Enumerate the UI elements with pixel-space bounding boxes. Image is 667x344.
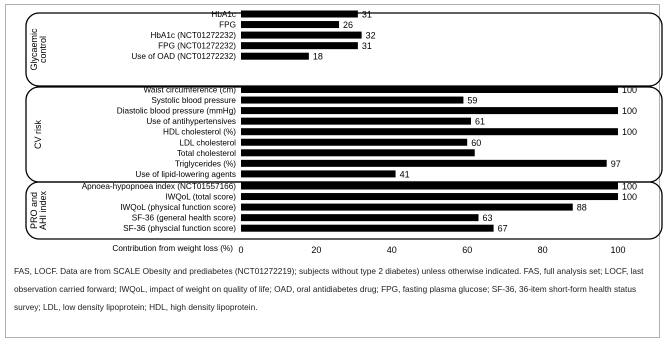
value-label: 26 bbox=[343, 20, 353, 30]
bar bbox=[241, 159, 607, 167]
bar bbox=[241, 107, 618, 115]
value-label: 32 bbox=[366, 31, 376, 41]
x-tick-label: 40 bbox=[387, 245, 397, 255]
category-label: FPG (NCT01272232) bbox=[158, 42, 236, 51]
group-label: AHI index bbox=[38, 190, 48, 230]
category-label: SF-36 (physcial function score) bbox=[123, 224, 236, 233]
figure-footnote: FAS, LOCF. Data are from SCALE Obesity a… bbox=[14, 266, 644, 312]
x-tick-label: 0 bbox=[238, 245, 243, 255]
group-box bbox=[25, 181, 663, 240]
group-label: CV risk bbox=[33, 120, 43, 149]
category-label: HDL cholesterol (%) bbox=[163, 128, 236, 137]
value-label: 100 bbox=[622, 127, 637, 137]
weight-loss-contribution-chart: Glycaemic control HbA1c 31 FPG 26 HbA1c (NCT01… bbox=[25, 10, 663, 255]
bar bbox=[241, 224, 494, 232]
value-label: 60 bbox=[471, 138, 481, 148]
category-label: IWQoL (physical function score) bbox=[120, 203, 236, 212]
value-label: 100 bbox=[622, 192, 637, 202]
bar bbox=[241, 96, 464, 104]
category-label: Systolic blood pressure bbox=[151, 96, 236, 105]
category-label: Apnoea-hypopnoea index (NCT01557166) bbox=[82, 182, 237, 191]
bar bbox=[241, 10, 358, 18]
category-label: Use of OAD (NCT01272232) bbox=[131, 52, 236, 61]
category-label: FPG bbox=[219, 21, 236, 30]
value-label: 31 bbox=[362, 10, 372, 20]
category-label: HbA1c bbox=[211, 10, 236, 19]
category-label: SF-36 (general health score) bbox=[132, 214, 236, 223]
bar bbox=[241, 86, 618, 93]
x-tick-label: 100 bbox=[610, 245, 625, 255]
value-label: 100 bbox=[622, 85, 637, 95]
x-axis-label: Contribution from weight loss (%) bbox=[112, 244, 233, 253]
category-label: HbA1c (NCT01272232) bbox=[150, 31, 236, 40]
value-label: 31 bbox=[362, 41, 372, 51]
group-label: Glycaemic bbox=[29, 28, 39, 71]
value-label: 100 bbox=[622, 182, 637, 192]
value-label: 63 bbox=[483, 213, 493, 223]
category-label: Total cholesterol bbox=[177, 149, 236, 158]
value-label: 100 bbox=[622, 106, 637, 116]
category-label: LDL cholesterol bbox=[179, 138, 236, 147]
category-label: Use of lipid-lowering agents bbox=[135, 170, 236, 179]
x-tick-label: 20 bbox=[311, 245, 321, 255]
category-label: Triglycerides (%) bbox=[175, 159, 236, 168]
value-label: 18 bbox=[313, 52, 323, 62]
category-label: Use of antihypertensives bbox=[146, 117, 236, 126]
bar bbox=[241, 128, 618, 136]
value-label: 67 bbox=[498, 224, 508, 234]
group-label: PRO and bbox=[29, 192, 39, 229]
value-label: 59 bbox=[467, 96, 477, 106]
value-label: 41 bbox=[400, 169, 410, 179]
category-label: IWQoL (total score) bbox=[165, 193, 236, 202]
bar bbox=[241, 182, 618, 190]
group-label: control bbox=[38, 36, 48, 63]
bar bbox=[241, 193, 618, 201]
bar bbox=[241, 149, 475, 157]
category-label: Diastolic blood pressure (mmHg) bbox=[117, 107, 236, 116]
bar bbox=[241, 21, 340, 29]
x-tick-label: 80 bbox=[538, 245, 548, 255]
category-label: Waist circumference (cm) bbox=[144, 86, 237, 95]
bar bbox=[241, 170, 396, 178]
bar bbox=[241, 214, 479, 222]
bar bbox=[241, 203, 573, 211]
bar bbox=[241, 31, 362, 39]
bar bbox=[241, 52, 309, 60]
x-tick-label: 60 bbox=[462, 245, 472, 255]
bar bbox=[241, 117, 471, 125]
bar bbox=[241, 42, 358, 50]
value-label: 88 bbox=[577, 203, 587, 213]
value-label: 97 bbox=[611, 159, 621, 169]
value-label: 61 bbox=[475, 117, 485, 127]
bar bbox=[241, 138, 468, 146]
